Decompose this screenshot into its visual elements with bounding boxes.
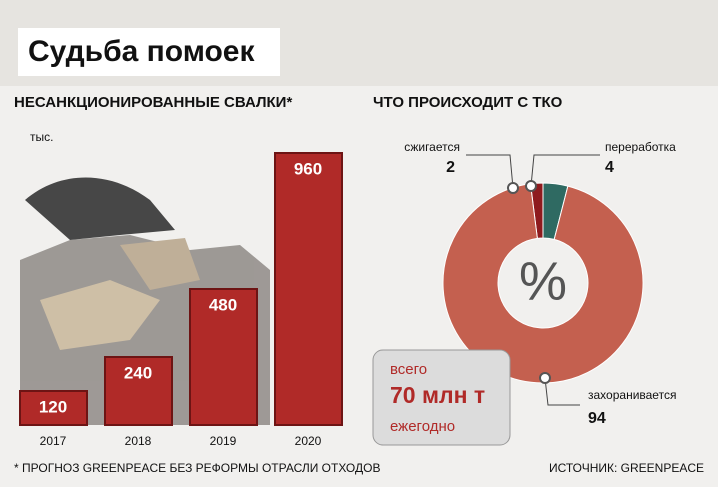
bar [104,356,173,426]
slice-label: сжигается [404,140,460,154]
total-period: ежегодно [390,418,455,435]
leader-dot [539,372,551,384]
total-box [372,349,511,446]
bar [189,288,258,426]
x-tick-label: 2019 [210,434,237,448]
title-box [18,28,280,76]
leader-line [544,377,580,406]
garbage-illustration [20,177,270,425]
slice-value: 4 [605,159,614,176]
leader-line [466,154,514,189]
value-label: 480 [209,295,237,314]
leader-dot [507,182,519,194]
source: ИСТОЧНИК: GREENPEACE [549,461,704,475]
bar [274,152,343,426]
donut-slice [442,183,644,384]
slice-label: захоранивается [588,388,676,402]
slice-value: 94 [588,410,606,427]
leader-line [530,154,600,187]
center-label: % [519,251,567,311]
slice-label: переработка [605,140,676,154]
bar-chart-title: НЕСАНКЦИОНИРОВАННЫЕ СВАЛКИ* [14,94,292,111]
x-tick-label: 2018 [125,434,152,448]
bar [19,390,88,426]
total-label: всего [390,361,427,378]
value-label: 120 [39,397,67,416]
x-tick-label: 2017 [40,434,67,448]
pie-chart-title: ЧТО ПРОИСХОДИТ С ТКО [373,94,563,111]
value-label: 960 [294,159,322,178]
slice-value: 2 [446,159,455,176]
total-value: 70 млн т [390,382,485,408]
footnote: * ПРОГНОЗ GREENPEACE БЕЗ РЕФОРМЫ ОТРАСЛИ… [14,461,380,475]
leader-dot [525,180,537,192]
value-label: 240 [124,363,152,382]
unit-label: тыс. [30,130,53,144]
page-title: Судьба помоек [28,35,255,68]
x-tick-label: 2020 [295,434,322,448]
